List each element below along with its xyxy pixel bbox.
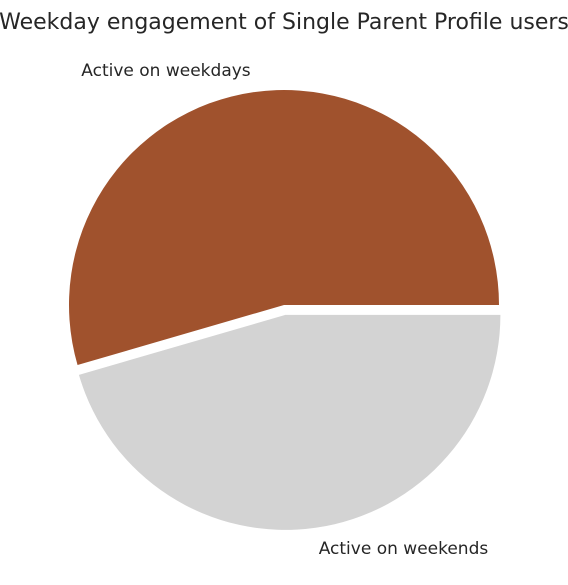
pie-slice-active-on-weekdays bbox=[69, 90, 500, 365]
pie-slices bbox=[69, 90, 501, 530]
pie-labels: Active on weekdays Active on weekends bbox=[81, 61, 488, 559]
pie-label-active-on-weekends: Active on weekends bbox=[319, 539, 489, 559]
chart-title: Weekday engagement of Single Parent Prof… bbox=[0, 10, 568, 35]
pie-label-active-on-weekdays: Active on weekdays bbox=[81, 61, 251, 81]
pie-slice-active-on-weekends bbox=[78, 314, 501, 530]
